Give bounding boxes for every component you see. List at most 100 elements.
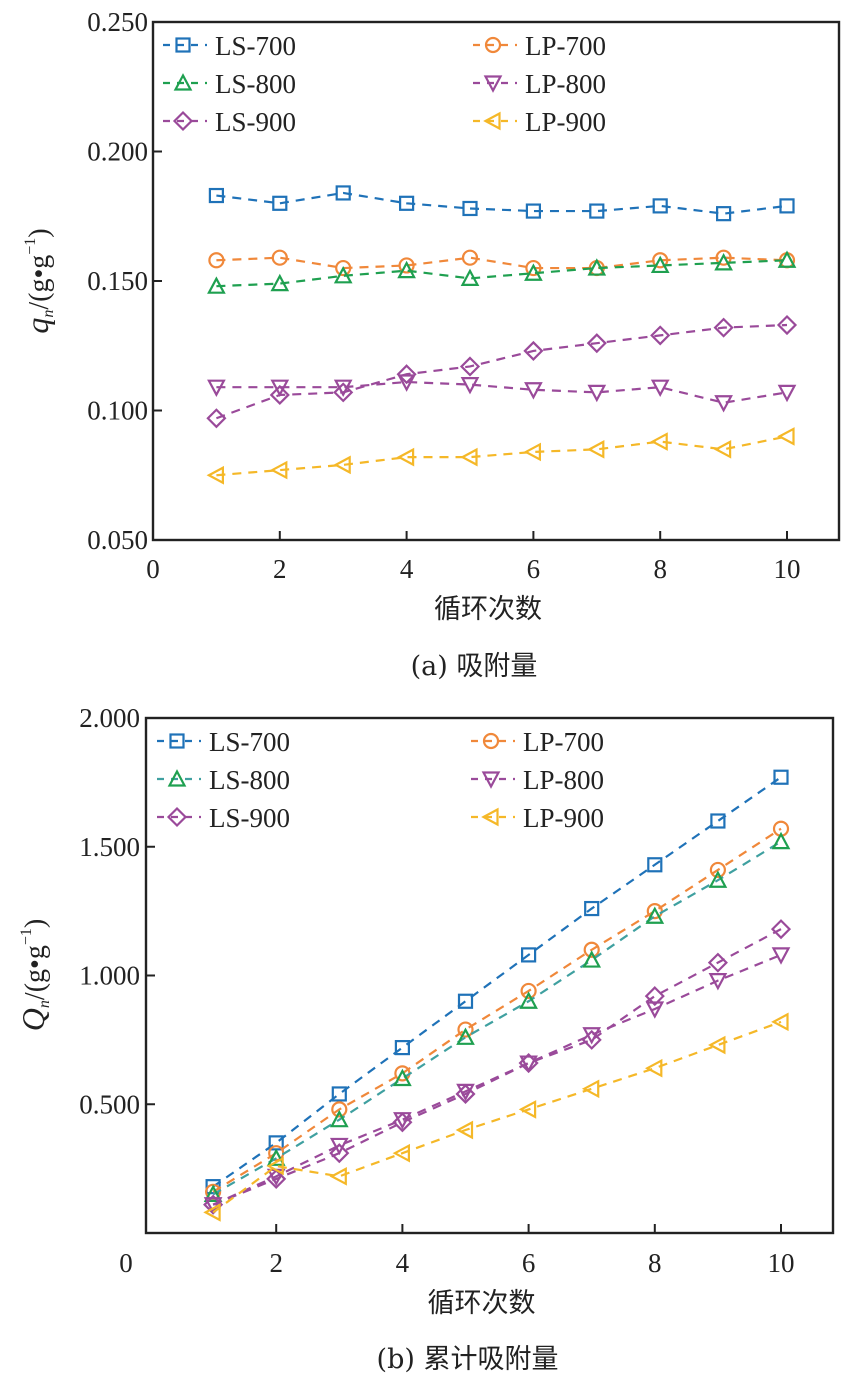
data-point-diamond [392, 1112, 413, 1133]
legend-label: LP-800 [523, 765, 604, 795]
x-tick-label: 2 [269, 1248, 283, 1278]
data-point-square [652, 198, 668, 214]
legend-label: LS-700 [209, 727, 290, 757]
legend-label: LP-700 [523, 727, 604, 757]
y-tick-label: 1.000 [79, 961, 140, 991]
legend-item-ls-700: LS-700 [163, 31, 296, 61]
data-point-triangle-up [203, 1184, 223, 1202]
series-line [216, 435, 788, 477]
data-point-diamond [459, 356, 481, 377]
data-point-triangle-up [777, 250, 797, 268]
legend-triangle-down-icon [481, 771, 501, 789]
series-line [212, 1020, 782, 1214]
data-point-circle [331, 1101, 348, 1118]
data-point-triangle-left [650, 432, 668, 451]
series-line [212, 776, 782, 1188]
data-point-square [589, 203, 605, 219]
data-point-triangle-up [714, 253, 733, 271]
data-point-triangle-left [333, 455, 351, 475]
data-point-triangle-left [586, 440, 605, 459]
x-tick-label: 10 [774, 554, 801, 584]
x-tick-label: 10 [768, 1248, 795, 1278]
legend-triangle-left-icon [483, 111, 501, 131]
data-point-triangle-left [523, 442, 542, 462]
x-tick-label: 4 [400, 554, 414, 584]
series-ls-900 [203, 919, 792, 1215]
data-point-triangle-up [270, 273, 290, 292]
data-point-diamond [776, 314, 798, 336]
legend-square-icon [175, 37, 191, 53]
data-point-square [773, 769, 789, 785]
data-point-triangle-left [777, 427, 795, 446]
figure-caption: (a) 吸附量 [411, 651, 538, 682]
data-point-triangle-down [519, 1055, 538, 1073]
series-ls-900 [206, 314, 798, 429]
data-point-triangle-up [587, 258, 607, 276]
data-point-square [335, 185, 351, 201]
x-tick-label: 6 [527, 554, 541, 584]
data-point-diamond [644, 986, 665, 1007]
data-point-triangle-up [582, 950, 602, 968]
data-point-triangle-left [708, 1035, 726, 1055]
series-line [216, 380, 788, 404]
data-point-circle [520, 982, 537, 1000]
legend-label: LP-900 [525, 107, 606, 137]
data-point-triangle-down [524, 382, 543, 400]
legend-label: LS-900 [209, 803, 290, 833]
data-point-diamond [770, 919, 792, 940]
legend-item-lp-900: LP-900 [473, 107, 606, 137]
series-line [212, 953, 782, 1206]
data-point-square [647, 857, 663, 873]
data-point-diamond [650, 325, 671, 346]
y-axis-subscript: n [36, 1000, 53, 1008]
legend-diamond-icon [166, 806, 188, 828]
data-point-diamond [396, 364, 417, 385]
data-point-triangle-left [455, 1120, 474, 1140]
x-tick-label: 6 [522, 1248, 536, 1278]
data-point-circle [583, 941, 600, 958]
data-point-triangle-down [329, 1137, 349, 1156]
data-point-triangle-down [460, 377, 480, 395]
data-point-diamond [329, 1143, 350, 1164]
data-point-square [715, 206, 732, 222]
data-point-triangle-left [518, 1100, 537, 1119]
legend-triangle-up-icon [167, 769, 187, 787]
legend: LS-700 LP-700 LS-800 LP-800 LS-900 LP-900 [157, 727, 604, 833]
y-axis-unit: /(g•g [24, 255, 55, 310]
data-point-diamond [269, 384, 290, 406]
data-point-diamond [203, 1194, 224, 1215]
y-axis-subscript: n [40, 310, 57, 318]
data-point-triangle-up [456, 1027, 475, 1045]
data-point-triangle-down [708, 973, 728, 991]
legend-diamond-icon [172, 110, 194, 132]
data-point-triangle-left [581, 1079, 600, 1099]
data-point-diamond [713, 317, 734, 338]
y-axis-unit-superscript: −1 [22, 238, 39, 255]
data-point-triangle-up [645, 906, 665, 924]
chart-b-cumulative-adsorption: 0.500 1.000 1.500 2.000 2 4 6 8 10 0 循环次数 (b) 累计吸附量… [15, 703, 835, 1375]
data-point-square [272, 195, 288, 211]
legend-item-lp-800: LP-800 [473, 69, 606, 99]
plot-frame [151, 20, 841, 542]
x-tick-label: 8 [648, 1248, 662, 1278]
series-lp-700 [208, 249, 796, 277]
series-lp-700 [205, 820, 790, 1200]
data-point-triangle-down [777, 384, 797, 403]
y-axis-unit-close: ) [20, 919, 51, 928]
data-point-diamond [455, 1083, 476, 1105]
data-point-triangle-up [460, 268, 480, 287]
data-point-triangle-up [397, 260, 416, 279]
y-axis-title: qn/(g•g−1) [19, 228, 57, 333]
data-point-triangle-down [587, 384, 607, 403]
data-point-triangle-up [771, 831, 791, 850]
y-tick-label: 0.050 [87, 525, 148, 555]
data-point-circle [461, 249, 479, 266]
series-ls-800 [203, 831, 791, 1202]
data-point-circle [271, 249, 288, 266]
legend-circle-icon [484, 36, 502, 54]
data-point-circle [652, 252, 669, 269]
data-point-triangle-left [269, 460, 288, 480]
series-line [216, 259, 788, 288]
series-line [212, 928, 782, 1206]
x-axis-title: 循环次数 [434, 594, 542, 625]
